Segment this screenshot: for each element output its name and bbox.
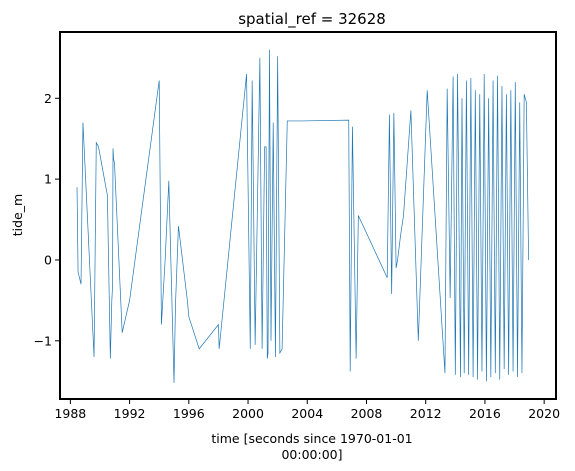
x-tick-label: 1996	[173, 406, 205, 421]
y-tick-label: −1	[34, 333, 52, 348]
chart-title: spatial_ref = 32628	[238, 10, 386, 29]
x-tick-label: 2016	[469, 406, 501, 421]
x-tick-label: 2008	[351, 406, 383, 421]
y-tick-label: 0	[44, 252, 52, 267]
plot-area	[76, 49, 529, 383]
x-axis-ticks: 1988 1992 1996 2000 2004 2008 2012 2016 2020	[54, 400, 560, 421]
x-axis-label-line1: time [seconds since 1970-01-01	[211, 431, 412, 446]
x-tick-label: 2004	[291, 406, 323, 421]
y-tick-label: 2	[44, 91, 52, 106]
x-tick-label: 1988	[54, 406, 86, 421]
tide-series-line	[76, 49, 529, 383]
x-axis-label-line2: 00:00:00]	[281, 447, 342, 462]
x-tick-label: 2020	[528, 406, 560, 421]
x-tick-label: 2012	[410, 406, 442, 421]
y-axis-label: tide_m	[10, 194, 25, 236]
x-tick-label: 1992	[114, 406, 146, 421]
x-tick-label: 2000	[232, 406, 264, 421]
axes-frame	[59, 31, 557, 400]
y-axis-ticks: −1 0 1 2	[34, 91, 59, 348]
y-tick-label: 1	[44, 172, 52, 187]
